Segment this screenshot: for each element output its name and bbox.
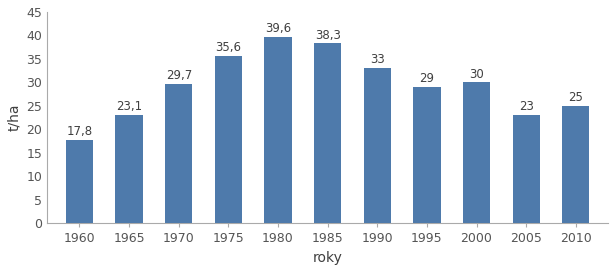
Y-axis label: t/ha: t/ha bbox=[7, 104, 21, 131]
Bar bbox=[116, 115, 143, 224]
Text: 25: 25 bbox=[568, 91, 583, 104]
Text: 29,7: 29,7 bbox=[165, 69, 192, 82]
Bar bbox=[66, 140, 93, 224]
Bar bbox=[512, 115, 540, 224]
Bar bbox=[363, 68, 391, 224]
Bar bbox=[463, 82, 490, 224]
Text: 23,1: 23,1 bbox=[116, 100, 142, 113]
Bar bbox=[264, 37, 292, 224]
Text: 38,3: 38,3 bbox=[315, 29, 341, 42]
Text: 23: 23 bbox=[518, 100, 534, 113]
X-axis label: roky: roky bbox=[312, 251, 343, 265]
Text: 29: 29 bbox=[419, 72, 434, 85]
Text: 39,6: 39,6 bbox=[265, 23, 291, 35]
Bar bbox=[413, 87, 440, 224]
Bar bbox=[562, 106, 589, 224]
Text: 17,8: 17,8 bbox=[66, 125, 93, 138]
Bar bbox=[314, 44, 341, 224]
Text: 33: 33 bbox=[370, 54, 384, 66]
Bar bbox=[165, 84, 192, 224]
Bar bbox=[215, 56, 242, 224]
Text: 30: 30 bbox=[469, 67, 484, 81]
Text: 35,6: 35,6 bbox=[215, 41, 241, 54]
